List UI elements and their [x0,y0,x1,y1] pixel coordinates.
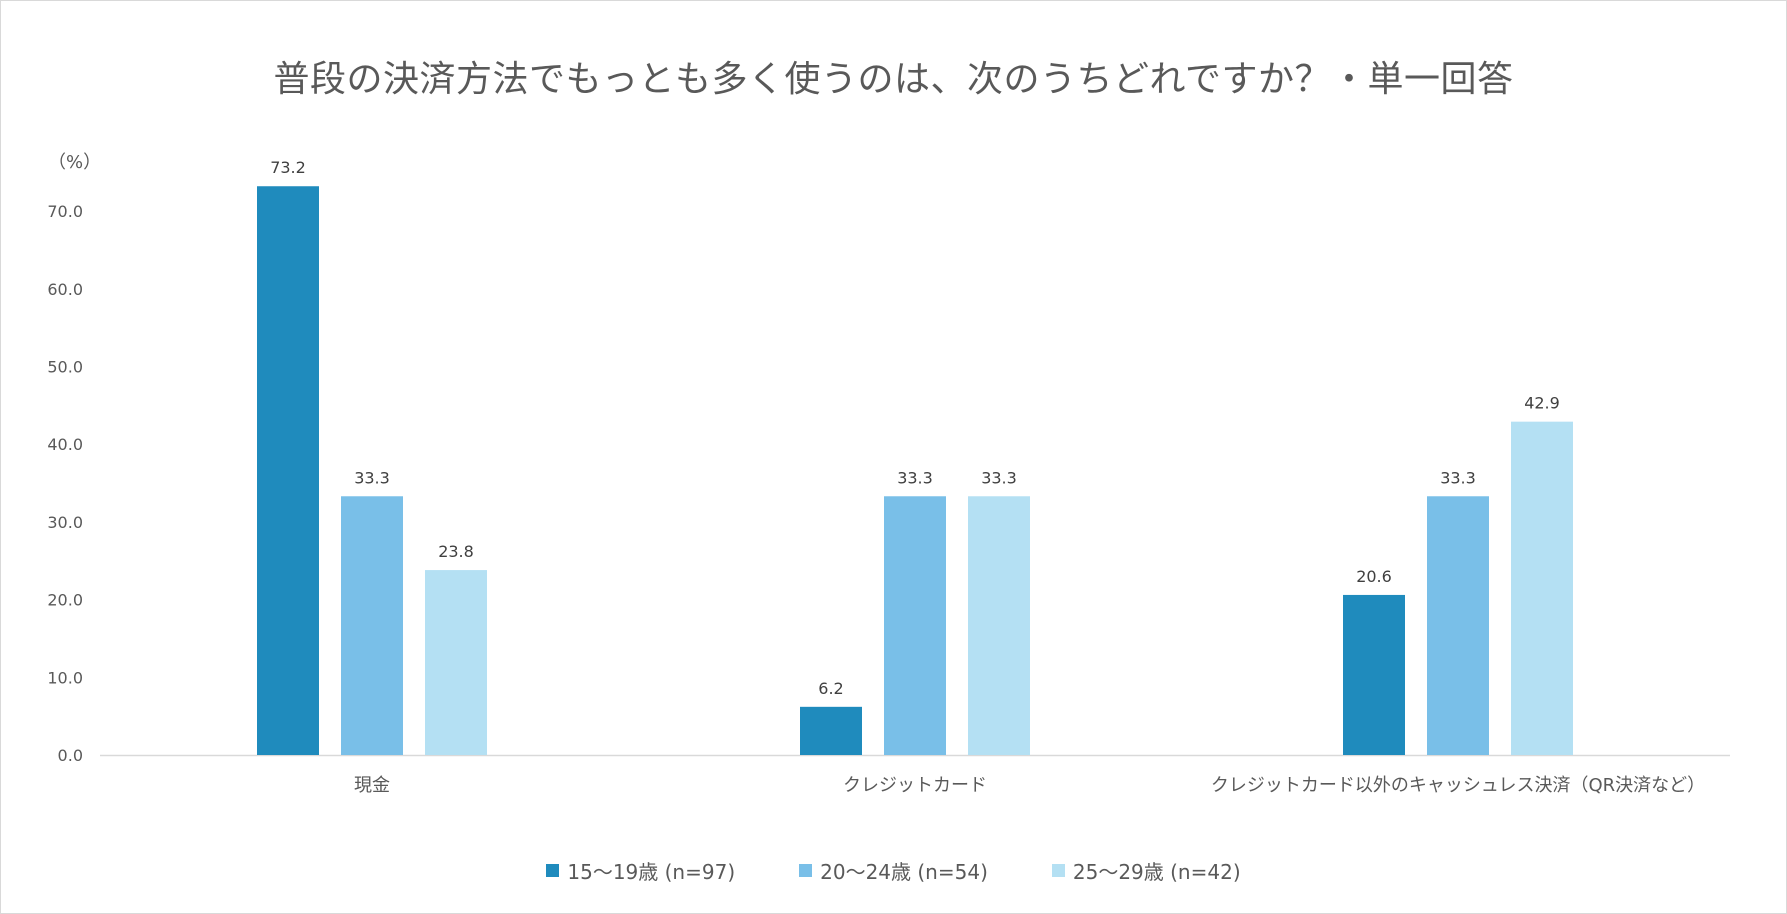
bar-data-label: 23.8 [438,542,474,561]
legend-item-20-24: 20～24歳 (n=54) [799,856,988,885]
bar-data-label: 33.3 [981,468,1017,487]
legend: 15～19歳 (n=97) 20～24歳 (n=54) 25～29歳 (n=42… [0,856,1787,885]
y-tick-label: 50.0 [47,358,83,377]
bar [1427,496,1489,755]
bar [1343,594,1405,755]
bar-data-label: 42.9 [1524,394,1560,413]
bar-data-label: 6.2 [818,679,843,698]
legend-item-15-19: 15～19歳 (n=97) [546,856,735,885]
legend-swatch-25-29 [1051,864,1065,877]
y-tick-label: 20.0 [47,591,83,610]
y-tick-label: 30.0 [47,513,83,532]
legend-swatch-15-19 [546,864,560,877]
chart-title: 普段の決済方法でもっとも多く使うのは、次のうちどれですか？・単一回答 [273,59,1514,100]
x-category-label: クレジットカード以外のキャッシュレス決済（QR決済など） [1211,775,1705,796]
bar-data-label: 33.3 [897,468,933,487]
y-tick-label: 10.0 [47,668,83,687]
legend-label-25-29: 25～29歳 (n=42) [1072,860,1241,884]
bar [884,496,946,755]
bar [1511,421,1573,755]
y-tick-label: 0.0 [58,746,83,765]
bar [341,496,403,755]
x-category-label: 現金 [354,775,390,796]
bar [800,706,862,755]
bar-data-label: 33.3 [1440,468,1476,487]
y-tick-label: 40.0 [47,435,83,454]
bar-data-label: 33.3 [354,468,390,487]
bar [425,570,487,755]
bar [257,186,319,756]
bar [968,496,1030,755]
y-tick-label: 70.0 [47,202,83,221]
legend-label-15-19: 15～19歳 (n=97) [567,860,736,884]
legend-label-20-24: 20～24歳 (n=54) [820,860,988,884]
y-axis-unit-label: （%） [48,152,102,173]
y-tick-label: 60.0 [47,280,83,299]
x-category-label: クレジットカード [843,775,987,796]
bar-data-label: 20.6 [1356,567,1392,586]
legend-swatch-20-24 [799,864,813,877]
bar-data-label: 73.2 [270,158,306,177]
legend-item-25-29: 25～29歳 (n=42) [1051,856,1241,885]
